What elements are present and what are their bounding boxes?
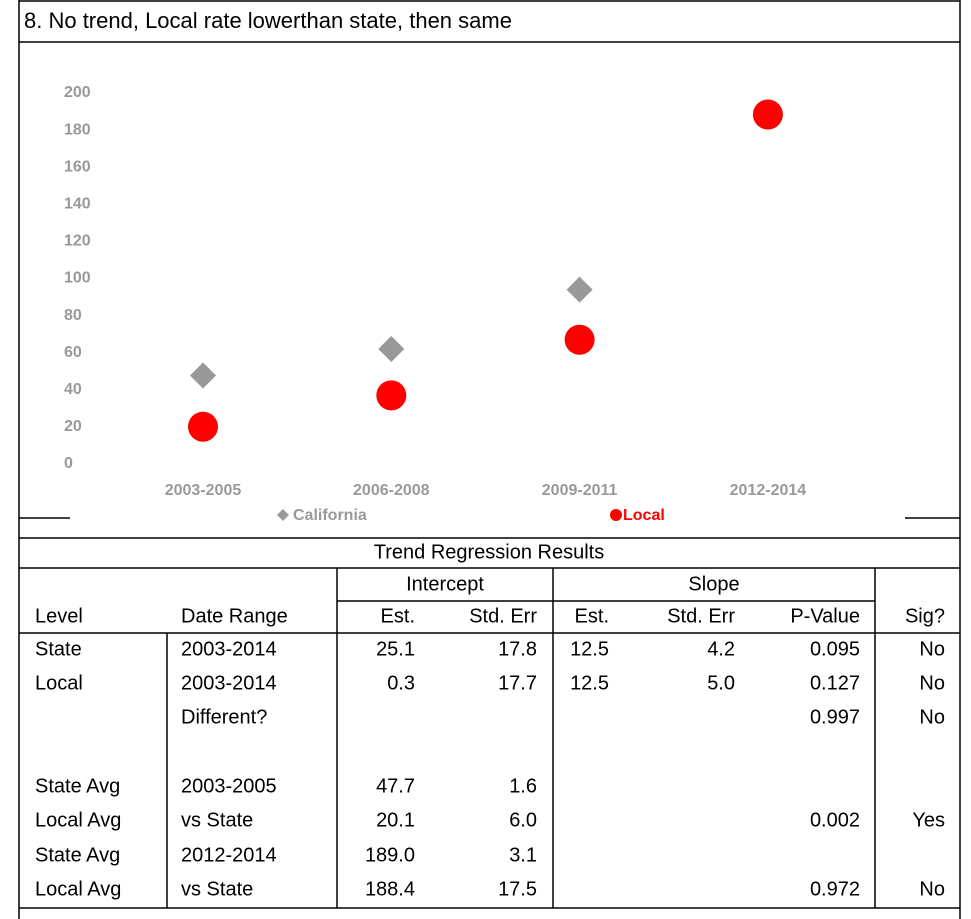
column-header: Est. [575, 605, 609, 627]
table-cell: 17.7 [498, 672, 537, 694]
table-cell: Local Avg [35, 878, 121, 900]
table-cell: 5.0 [707, 672, 735, 694]
data-point [378, 335, 405, 362]
data-point [752, 99, 783, 130]
legend-marker [277, 509, 289, 521]
table-cell: 20.1 [376, 809, 415, 831]
table-cell: 4.2 [707, 638, 735, 660]
table-cell: 2003-2005 [181, 775, 277, 797]
column-header: Sig? [905, 605, 945, 627]
table-cell: 47.7 [376, 775, 415, 797]
table-cell: 0.002 [810, 809, 860, 831]
table-cell: vs State [181, 809, 253, 831]
y-tick-label: 60 [64, 344, 82, 361]
table-cell: Different? [181, 706, 267, 728]
column-header: Level [35, 605, 83, 627]
table-cell: Yes [912, 809, 945, 831]
y-tick-label: 40 [64, 381, 82, 398]
column-header: Date Range [181, 605, 288, 627]
table-cell: 189.0 [365, 844, 415, 866]
data-point [566, 276, 593, 303]
y-tick-label: 20 [64, 418, 82, 435]
table-cell: 1.6 [509, 775, 537, 797]
column-header: P-Value [790, 605, 860, 627]
table-cell: 2012-2014 [181, 844, 277, 866]
x-tick-label: 2003-2005 [165, 482, 242, 499]
x-tick-label: 2006-2008 [353, 482, 430, 499]
chart-title: 8. No trend, Local rate lowerthan state,… [24, 8, 512, 33]
group-header: Slope [688, 573, 739, 595]
table-cell: 3.1 [509, 844, 537, 866]
y-tick-label: 160 [64, 158, 91, 175]
data-point [190, 362, 216, 389]
table-cell: No [919, 706, 945, 728]
table-cell: 6.0 [509, 809, 537, 831]
table-cell: State Avg [35, 844, 120, 866]
table-cell: 188.4 [365, 878, 415, 900]
table-cell: Local [35, 672, 83, 694]
table-cell: 0.997 [810, 706, 860, 728]
table-cell: State [35, 638, 82, 660]
y-tick-label: 80 [64, 307, 82, 324]
table-cell: Local Avg [35, 809, 121, 831]
column-header: Std. Err [667, 605, 735, 627]
table-cell: 25.1 [376, 638, 415, 660]
table-cell: 2003-2014 [181, 672, 277, 694]
table-cell: 0.3 [387, 672, 415, 694]
column-header: Est. [381, 605, 415, 627]
table-cell: 12.5 [570, 638, 609, 660]
x-tick-label: 2012-2014 [730, 482, 807, 499]
data-point [376, 380, 407, 411]
table-cell: 0.972 [810, 878, 860, 900]
x-tick-label: 2009-2011 [542, 482, 618, 499]
table-title: Trend Regression Results [374, 541, 604, 563]
legend-label: California [293, 507, 367, 524]
data-point [564, 324, 595, 355]
table-cell: State Avg [35, 775, 120, 797]
y-tick-label: 180 [64, 121, 91, 138]
y-tick-label: 0 [64, 455, 73, 472]
legend-label: Local [623, 507, 665, 524]
table-cell: vs State [181, 878, 253, 900]
table-cell: 0.127 [810, 672, 860, 694]
group-header: Intercept [406, 573, 484, 595]
table-cell: No [919, 672, 945, 694]
table-cell: 17.8 [498, 638, 537, 660]
table-cell: 2003-2014 [181, 638, 277, 660]
table-cell: No [919, 878, 945, 900]
y-tick-label: 120 [64, 233, 91, 250]
y-tick-label: 100 [64, 270, 91, 287]
table-cell: 12.5 [570, 672, 609, 694]
data-point [188, 411, 218, 442]
column-header: Std. Err [469, 605, 537, 627]
table-cell: No [919, 638, 945, 660]
table-cell: 0.095 [810, 638, 860, 660]
y-tick-label: 200 [64, 84, 91, 101]
y-tick-label: 140 [64, 196, 91, 213]
table-cell: 17.5 [498, 878, 537, 900]
legend-marker [610, 509, 622, 521]
